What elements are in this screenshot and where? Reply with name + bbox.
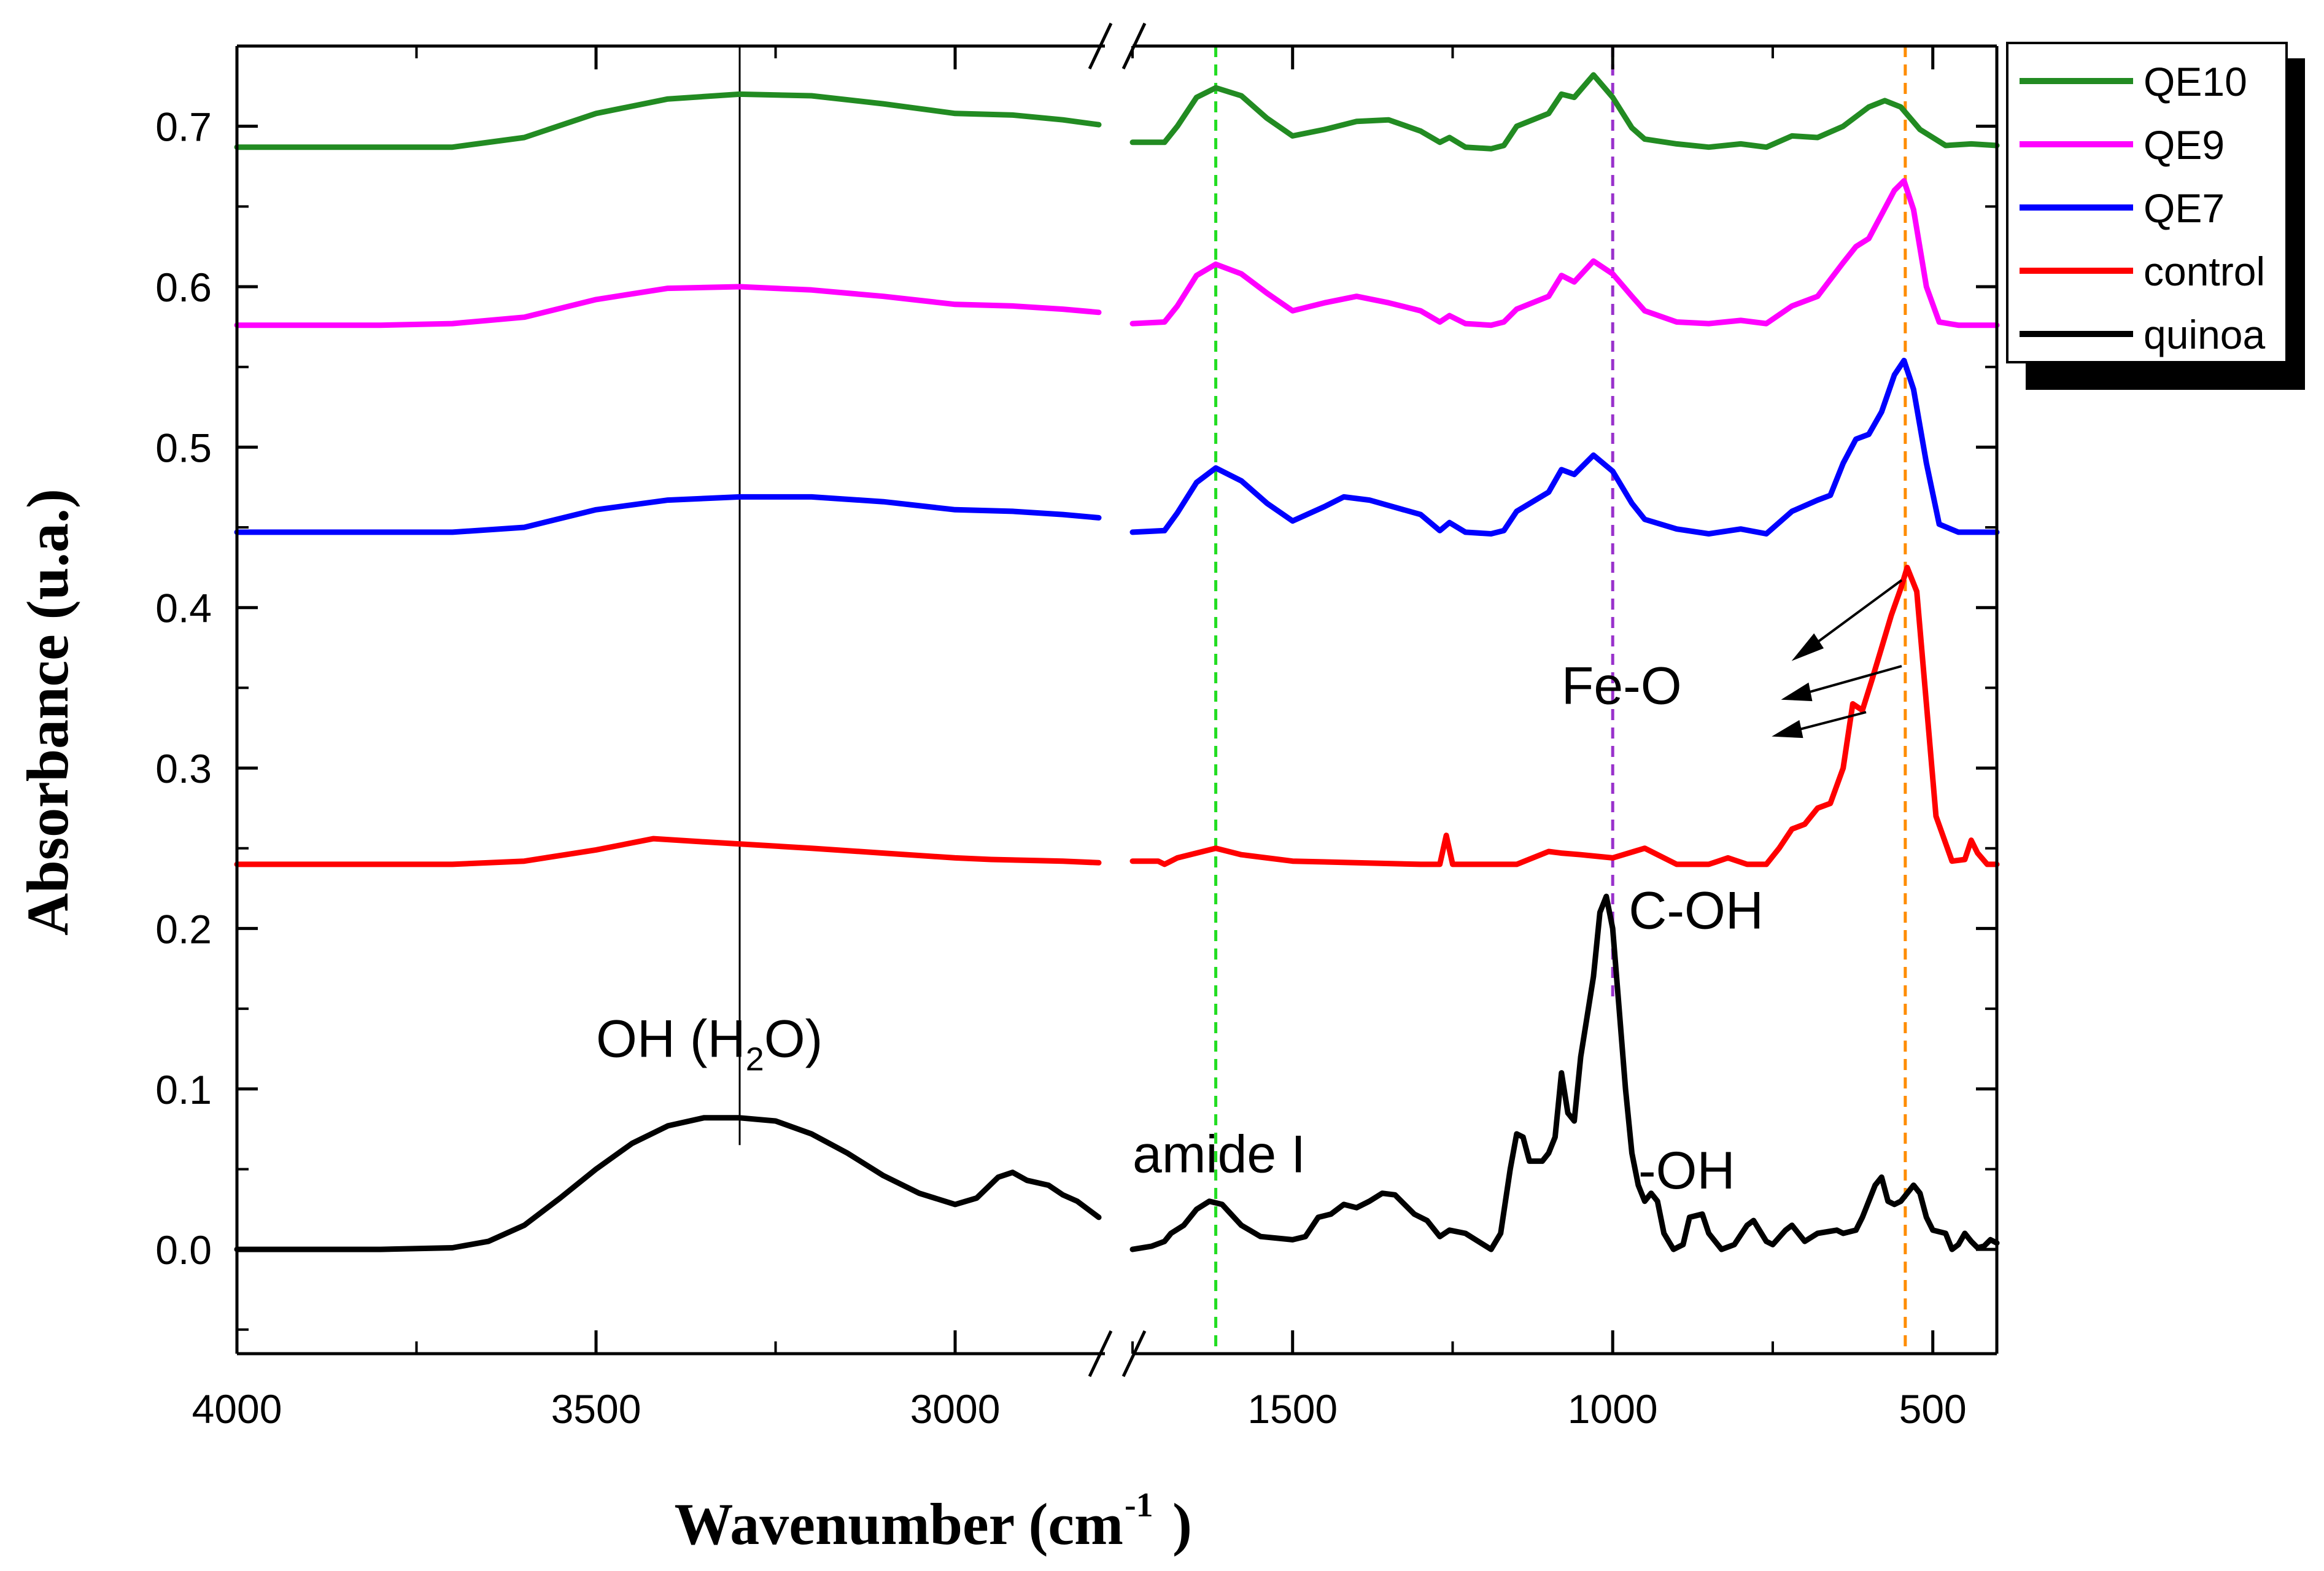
- series-control-left: [234, 836, 1102, 867]
- annotation-feo: Fe-O: [1562, 657, 1682, 716]
- x-tick-label: 1500: [1247, 1386, 1338, 1432]
- y-tick-label: 0.1: [155, 1067, 212, 1112]
- series-control-right: [1129, 564, 2000, 867]
- y-tick-label: 0.5: [155, 425, 212, 470]
- y-tick-label: 0.4: [155, 586, 212, 631]
- annotations: OH (H2O) amide I C-OH -OH Fe-O: [596, 657, 1764, 1200]
- x-tick-label: 500: [1899, 1386, 1967, 1432]
- fe-o-arrow-2: [1792, 665, 1902, 698]
- fe-o-arrows: [1772, 579, 1903, 739]
- x-axis-title-close: ): [1172, 1491, 1192, 1557]
- x-tick-label: 1000: [1568, 1386, 1658, 1432]
- series-QE7-left: [234, 494, 1102, 535]
- legend-box: [2006, 42, 2288, 363]
- x-axis: 4000 3500 3000 1500 1000 500: [192, 46, 1967, 1432]
- series-lines: [234, 72, 2000, 1252]
- legend: QE10 QE9 QE7 control quinoa: [2006, 42, 2305, 390]
- legend-label-QE10: QE10: [2144, 59, 2247, 104]
- series-quinoa-right: [1129, 893, 2000, 1252]
- x-tick-label: 4000: [192, 1386, 282, 1432]
- series-QE10-left: [234, 91, 1102, 150]
- annotation-amidei: amide I: [1133, 1125, 1306, 1184]
- y-axis: 0.0 0.1 0.2 0.3 0.4 0.5 0.6 0.7: [155, 104, 1997, 1331]
- x-tick-label: 3500: [551, 1386, 641, 1432]
- series-quinoa-left: [234, 1115, 1102, 1252]
- series-QE9-right: [1129, 178, 2000, 328]
- reference-lines: [738, 46, 1907, 1354]
- y-tick-label: 0.6: [155, 265, 212, 310]
- y-axis-title: Absorbance (u.a.): [15, 489, 80, 936]
- axis-break-marks: [1088, 22, 1147, 1378]
- y-tick-label: 0.0: [155, 1227, 212, 1273]
- y-tick-label: 0.3: [155, 746, 212, 791]
- legend-label-control: control: [2144, 249, 2265, 294]
- fe-o-arrowhead-2: [1781, 682, 1813, 702]
- legend-label-QE7: QE7: [2144, 185, 2225, 231]
- x-axis-title-superscript: -1: [1125, 1486, 1153, 1524]
- annotation-oh: -OH: [1638, 1141, 1735, 1200]
- annotation-coh: C-OH: [1629, 881, 1764, 940]
- series-QE7-right: [1129, 357, 2000, 537]
- y-tick-label: 0.7: [155, 104, 212, 150]
- x-tick-label: 3000: [910, 1386, 1001, 1432]
- series-QE10-right: [1129, 72, 2000, 152]
- plot-frame: [235, 44, 1999, 1356]
- fe-o-arrowhead-1: [1791, 633, 1824, 661]
- fe-o-arrowhead-3: [1772, 720, 1803, 739]
- legend-entries: QE10 QE9 QE7 control quinoa: [2020, 59, 2265, 357]
- series-QE9-left: [234, 284, 1102, 328]
- y-tick-label: 0.2: [155, 906, 212, 952]
- legend-label-QE9: QE9: [2144, 122, 2225, 168]
- legend-label-quinoa: quinoa: [2144, 312, 2265, 357]
- annotation-ohh: OH (H2O): [596, 1010, 823, 1078]
- x-axis-title: Wavenumber (cm: [675, 1491, 1123, 1557]
